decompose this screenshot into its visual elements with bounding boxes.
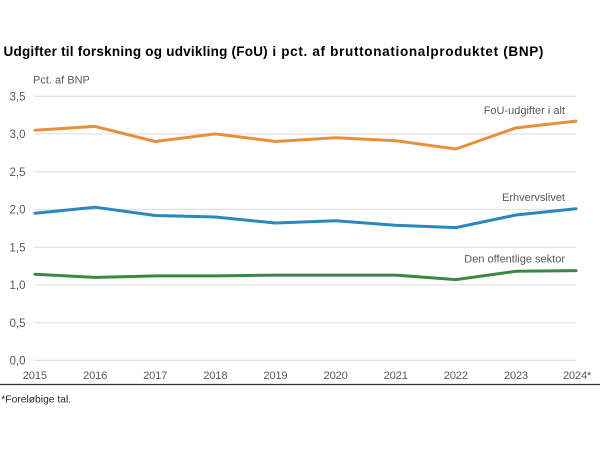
svg-text:Den offentlige sektor: Den offentlige sektor [464,253,565,265]
svg-text:2024*: 2024* [563,370,592,382]
svg-text:2022: 2022 [444,370,468,382]
svg-text:2019: 2019 [263,370,287,382]
svg-text:Pct. af BNP: Pct. af BNP [33,74,90,86]
svg-text:3,5: 3,5 [10,92,26,104]
svg-text:2015: 2015 [23,370,47,382]
svg-text:2016: 2016 [83,370,107,382]
svg-text:1,5: 1,5 [10,243,26,255]
svg-text:2021: 2021 [384,370,408,382]
svg-text:Udgifter til forskning og udvi: Udgifter til forskning og udvikling (FoU… [4,44,545,59]
svg-text:FoU-udgifter i alt: FoU-udgifter i alt [484,105,565,117]
svg-text:1,0: 1,0 [10,280,26,292]
svg-text:0,0: 0,0 [10,356,26,368]
svg-text:2,0: 2,0 [10,205,26,217]
svg-text:2018: 2018 [203,370,227,382]
svg-text:2,5: 2,5 [10,167,26,179]
svg-text:3,0: 3,0 [10,129,26,141]
svg-text:Erhvervslivet: Erhvervslivet [502,192,565,204]
svg-text:2020: 2020 [324,370,348,382]
svg-text:2017: 2017 [143,370,167,382]
svg-text:0,5: 0,5 [10,318,26,330]
svg-text:2023: 2023 [504,370,528,382]
svg-text:*Foreløbige tal.: *Foreløbige tal. [1,395,71,406]
